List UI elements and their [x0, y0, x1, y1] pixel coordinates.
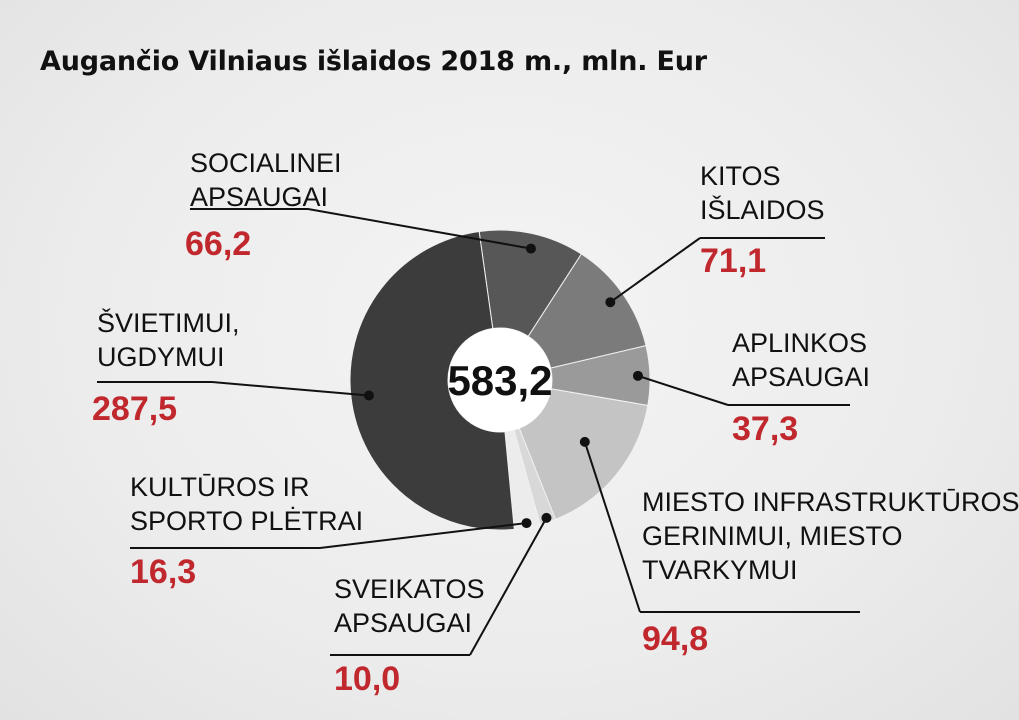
- slice-label: KULTŪROS IR: [130, 472, 310, 502]
- leader-dot: [363, 390, 374, 401]
- slice-label: GERINIMUI, MIESTO: [642, 521, 903, 551]
- leader-dot: [579, 436, 590, 447]
- leader-line: [469, 517, 548, 656]
- leader-line: [609, 237, 701, 304]
- slice-value: 287,5: [92, 390, 177, 428]
- slice-label: IŠLAIDOS: [700, 194, 825, 225]
- slice-label: SVEIKATOS: [334, 574, 485, 604]
- leader-line: [211, 381, 369, 397]
- leader-dot: [632, 370, 643, 381]
- slice-label: APSAUGAI: [732, 362, 870, 392]
- slice-value: 10,0: [334, 660, 400, 698]
- slice-label: SOCIALINEI: [190, 148, 342, 178]
- slice-label: APSAUGAI: [190, 182, 328, 212]
- slice-label: SPORTO PLĖTRAI: [130, 505, 363, 536]
- slice-label: MIESTO INFRASTRUKTŪROS: [642, 487, 1019, 517]
- leader-dot: [541, 512, 552, 523]
- donut-hole: [448, 328, 552, 432]
- slice-value: 37,3: [732, 410, 798, 448]
- slice-label: UGDYMUI: [97, 342, 225, 372]
- slice-value: 71,1: [700, 242, 766, 280]
- leader-dot: [525, 243, 536, 254]
- leader-line: [319, 522, 527, 549]
- chart-title: Augančio Vilniaus išlaidos 2018 m., mln.…: [40, 46, 707, 77]
- slice-label: APLINKOS: [732, 328, 867, 358]
- leader-dot: [605, 297, 616, 308]
- slice-label: APSAUGAI: [334, 608, 472, 638]
- leader-dot: [521, 518, 532, 529]
- leader-line: [637, 374, 729, 406]
- slice-label: ŠVIETIMUI,: [97, 307, 240, 338]
- slice-label: TVARKYMUI: [642, 555, 798, 585]
- leader-line: [307, 208, 532, 250]
- slice-value: 94,8: [642, 620, 708, 658]
- slice-label: KITOS: [700, 161, 781, 191]
- slice-value: 66,2: [185, 225, 251, 263]
- slice-value: 16,3: [130, 553, 196, 591]
- leader-line: [583, 441, 641, 613]
- total-label: 583,2: [447, 357, 552, 404]
